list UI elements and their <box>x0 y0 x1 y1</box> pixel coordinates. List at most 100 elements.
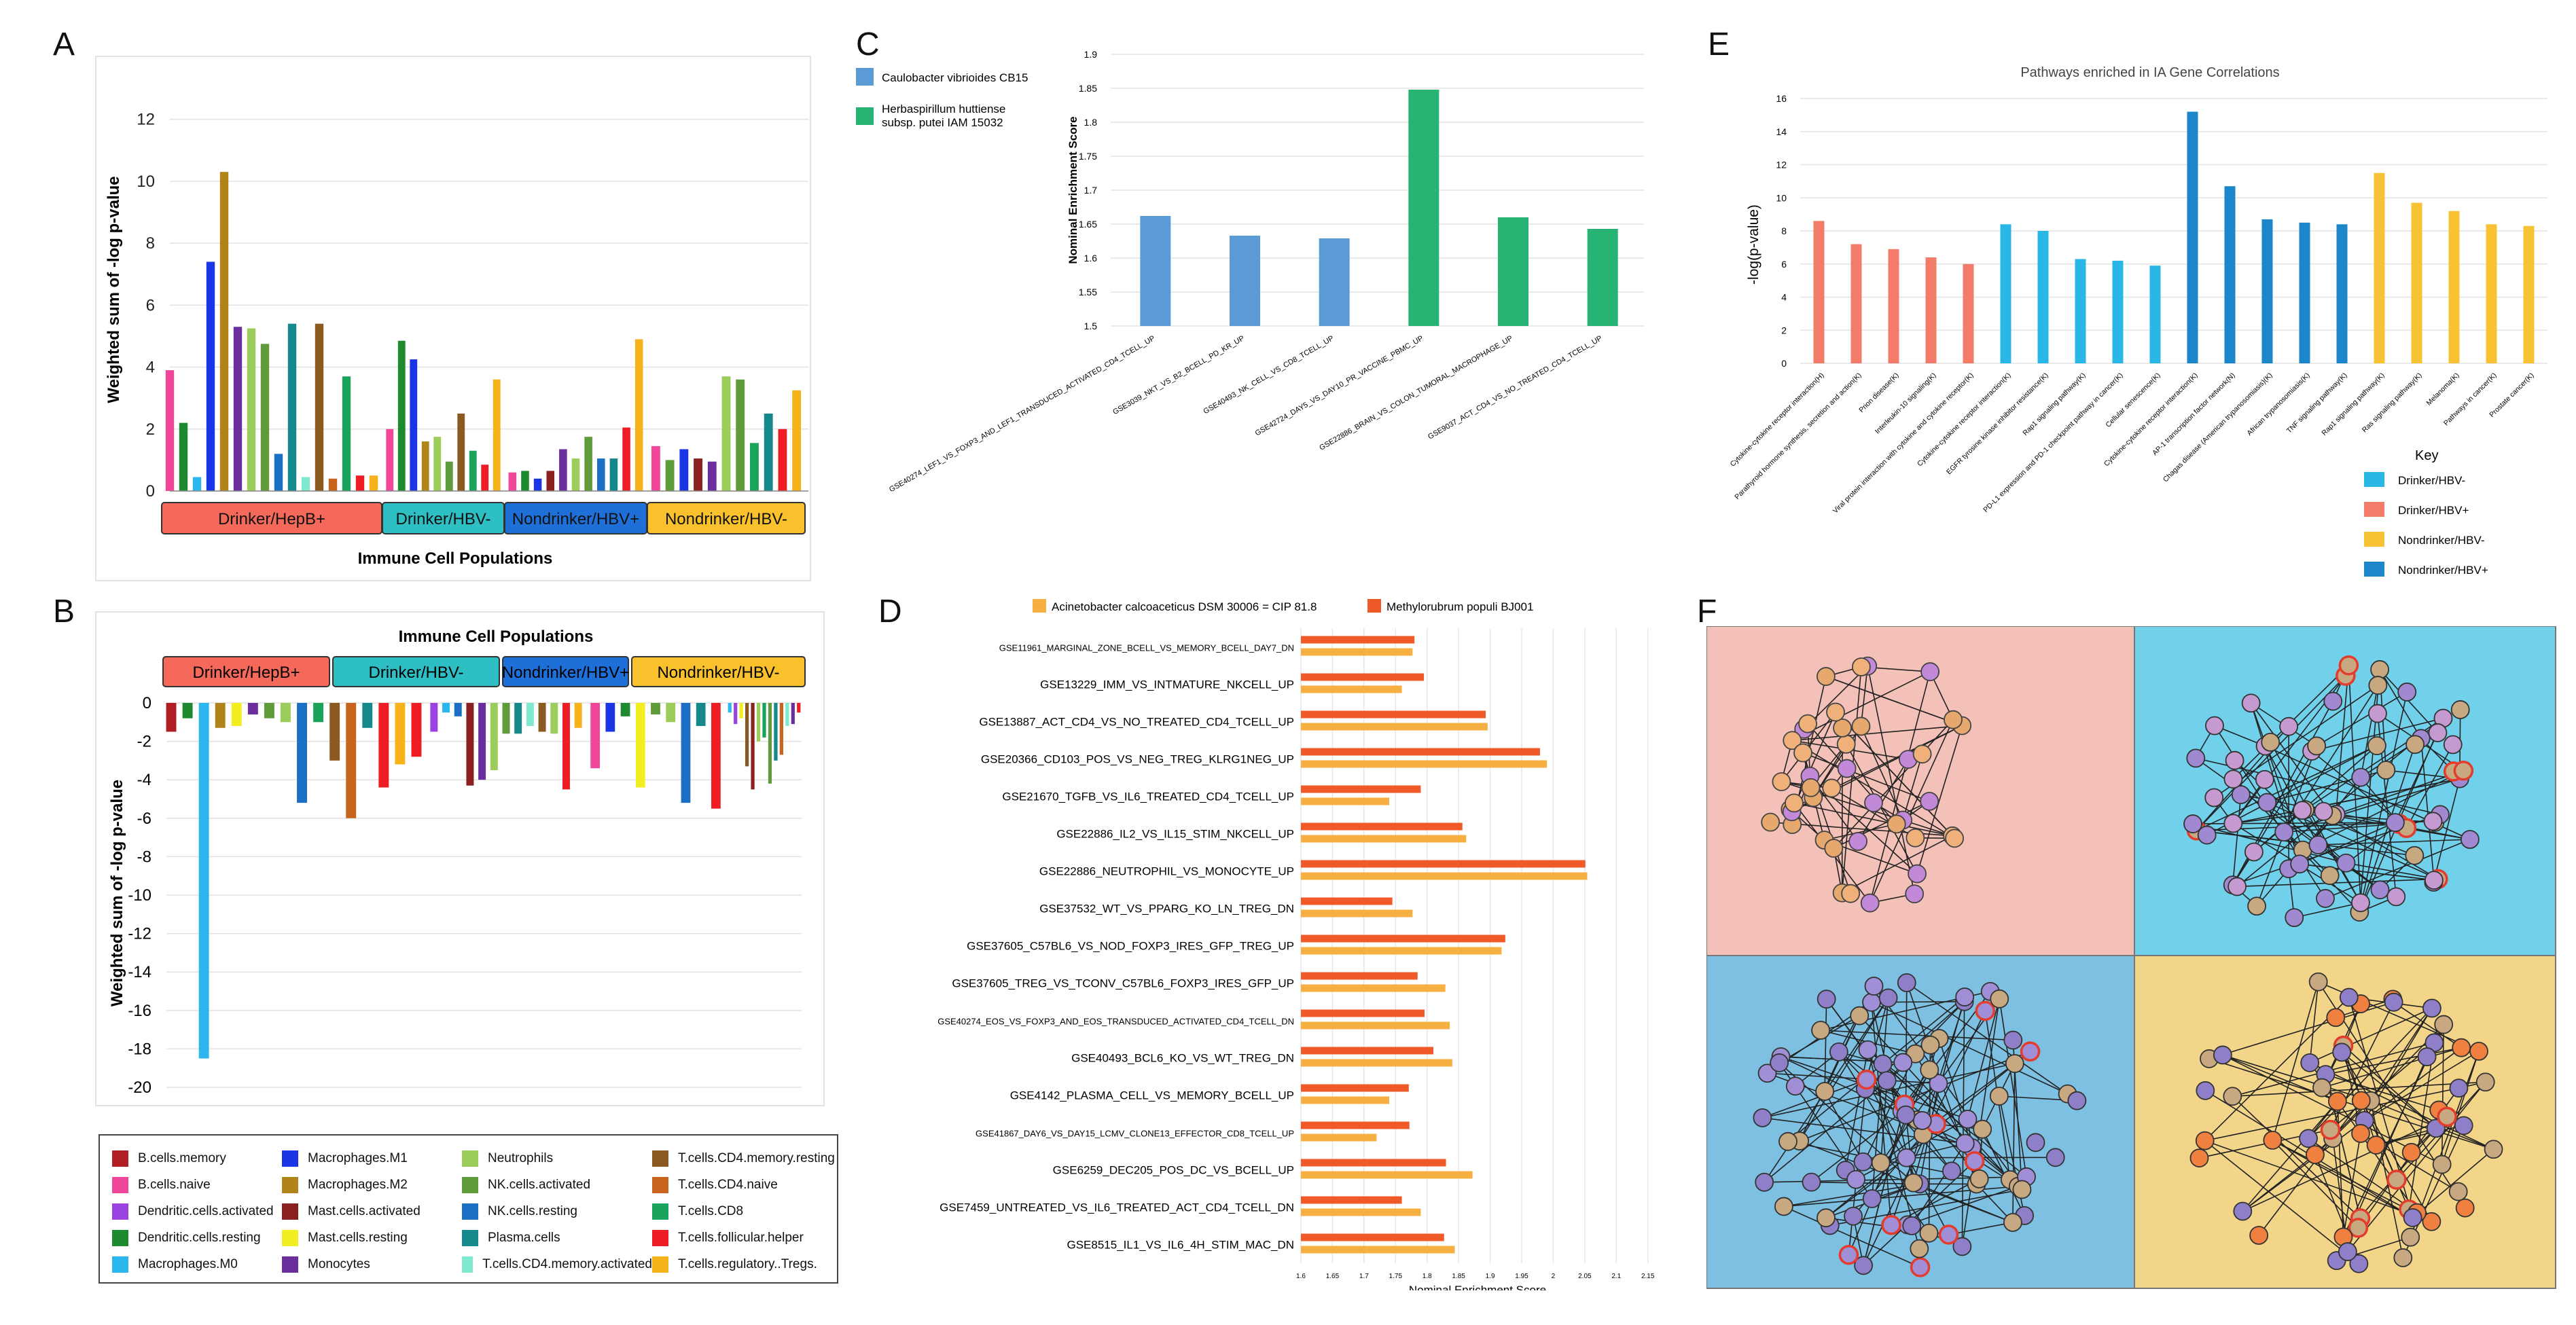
network-edge <box>1811 1181 1920 1185</box>
y-tick-label: -2 <box>137 733 151 751</box>
x-tick-label: 2.05 <box>1578 1273 1592 1280</box>
y-tick-label: 1.55 <box>1079 287 1097 297</box>
network-node <box>2453 761 2474 781</box>
network-edge <box>2325 1074 2439 1111</box>
network-edge <box>2302 770 2464 851</box>
group-box <box>647 502 806 534</box>
group-box <box>502 656 629 687</box>
legend-label: B.cells.memory <box>138 1150 226 1165</box>
bar <box>533 478 542 491</box>
network-node <box>1757 1064 1777 1083</box>
network-node <box>2293 801 2312 820</box>
network-node <box>2475 1072 2495 1092</box>
x-tick-label: 1.65 <box>1326 1273 1340 1280</box>
network-node <box>2397 683 2417 702</box>
network-node <box>1753 1108 1772 1127</box>
network-edge <box>2012 1064 2016 1222</box>
network-edge <box>1871 1002 1892 1225</box>
bar <box>1587 229 1618 326</box>
network-node <box>2428 723 2448 742</box>
bar <box>1301 934 1505 943</box>
bar <box>457 413 465 491</box>
network-node <box>1945 829 1965 848</box>
bar <box>1301 860 1586 868</box>
network-node <box>2299 1129 2318 1148</box>
network-edge <box>1799 1051 2031 1142</box>
bar <box>2523 225 2535 363</box>
bar <box>2448 211 2460 363</box>
bar <box>2336 224 2348 363</box>
chart-title: Immune Cell Populations <box>399 628 594 646</box>
network-node <box>2405 846 2425 865</box>
network-node <box>2231 785 2251 805</box>
y-tick-label: 1.65 <box>1079 219 1097 230</box>
network-node <box>1873 1054 1893 1074</box>
network-node <box>1824 839 1844 858</box>
network-edge <box>2284 823 2400 833</box>
network-node <box>2012 1180 2032 1199</box>
network-node <box>1897 1148 1916 1167</box>
network-node <box>2403 1208 2422 1227</box>
network-node <box>1856 1069 1877 1090</box>
bar <box>774 703 778 761</box>
network-edge <box>2325 839 2471 899</box>
bar <box>1230 236 1260 326</box>
network-node <box>1785 793 1804 813</box>
network-node <box>1958 1110 1978 1129</box>
network-edge <box>2300 863 2434 881</box>
bar <box>301 477 310 491</box>
bar <box>1301 648 1413 656</box>
x-tick-label: 1.7 <box>1359 1273 1369 1280</box>
panel-label-d: D <box>878 594 902 630</box>
network-edge <box>1824 999 1827 1091</box>
network-node <box>2339 987 2359 1007</box>
network-edge <box>1802 752 1930 802</box>
legend-swatch <box>112 1176 128 1193</box>
network-node <box>1778 1131 1797 1151</box>
bar <box>410 359 418 491</box>
legend-label: Herbaspirillum huttiense <box>882 103 1005 115</box>
legend-label: NK.cells.activated <box>488 1177 591 1192</box>
bar <box>797 703 801 713</box>
network-edge <box>2242 1047 2462 1212</box>
network-node <box>2241 693 2261 713</box>
bar <box>478 703 486 780</box>
network-edge <box>1767 1072 1939 1085</box>
y-tick-label: -6 <box>137 810 151 828</box>
network-node <box>2434 1015 2454 1034</box>
network-node <box>2443 735 2463 755</box>
legend-label: Monocytes <box>308 1256 370 1271</box>
network-node <box>1801 778 1821 797</box>
legend-item: T.cells.regulatory..Tregs. <box>652 1251 836 1277</box>
network-node <box>1837 759 1857 778</box>
y-tick-label: 8 <box>146 234 155 253</box>
network-node <box>1920 662 1940 681</box>
bar <box>1301 1196 1402 1204</box>
bar <box>1301 897 1393 905</box>
y-tick-label: -4 <box>137 771 151 789</box>
network-node <box>1815 1082 1835 1101</box>
network-node <box>2376 761 2396 780</box>
network-node <box>2368 704 2387 723</box>
y-tick-label: 1.75 <box>1079 151 1097 162</box>
network-node <box>2261 732 2280 752</box>
bar <box>2299 222 2310 363</box>
network-edge <box>2222 1054 2371 1102</box>
bar <box>397 340 406 491</box>
x-tick-label: Viral protein interaction with cytokine … <box>1831 371 1975 515</box>
network-node <box>2367 736 2386 755</box>
network-node <box>2223 814 2243 833</box>
x-tick-label: 1.75 <box>1389 1273 1403 1280</box>
network-edge <box>1999 998 2027 1177</box>
network-edge <box>2323 811 2439 880</box>
network-node <box>1955 1133 1975 1153</box>
network-node <box>1905 884 1925 904</box>
bar <box>442 703 450 713</box>
bar <box>386 429 394 491</box>
x-tick-label: GSE22886_BRAIN_VS_COLON_TUMORAL_MACROPHA… <box>1318 334 1514 452</box>
bar <box>342 376 351 491</box>
network-node <box>1816 667 1836 686</box>
bar <box>1301 1047 1433 1055</box>
chart-title: Pathways enriched in IA Gene Correlation… <box>2020 65 2279 80</box>
network-edge <box>1810 1083 1939 1183</box>
